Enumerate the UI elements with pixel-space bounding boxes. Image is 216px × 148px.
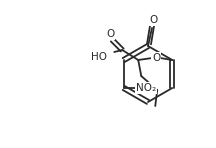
Text: NO₂: NO₂	[136, 83, 156, 93]
Text: HO: HO	[91, 52, 107, 62]
Text: O: O	[106, 29, 114, 39]
Text: O: O	[149, 15, 157, 25]
Text: O: O	[152, 53, 160, 63]
